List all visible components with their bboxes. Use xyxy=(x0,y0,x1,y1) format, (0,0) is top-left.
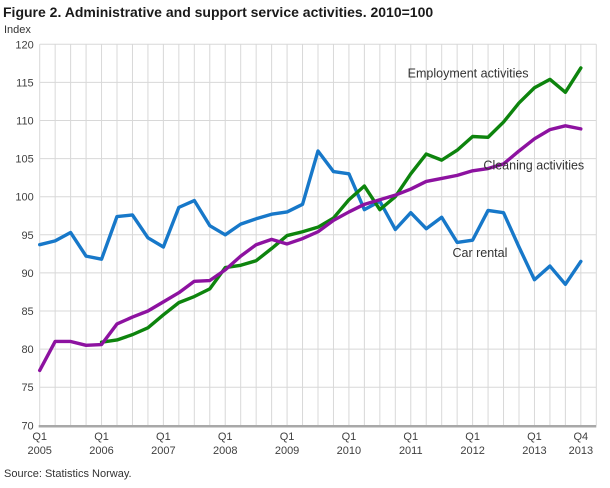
x-axis-tick-label: Q1 2006 xyxy=(89,431,113,457)
y-axis-tick-label: 75 xyxy=(21,382,33,394)
x-axis-tick-label: Q1 2010 xyxy=(337,431,361,457)
x-axis-tick-label: Q4 2013 xyxy=(569,431,593,457)
y-axis-tick-label: 105 xyxy=(15,154,33,166)
x-axis-tick-label: Q1 2012 xyxy=(460,431,484,457)
y-axis-tick-label: 80 xyxy=(21,344,33,356)
series-line-car-rental xyxy=(38,149,583,287)
x-axis-tick-label: Q1 2008 xyxy=(213,431,237,457)
chart-title: Figure 2. Administrative and support ser… xyxy=(3,4,434,20)
source-note: Source: Statistics Norway. xyxy=(4,468,132,480)
series-line-cleaning-activities xyxy=(38,124,583,373)
y-axis-tick-label: 120 xyxy=(15,39,33,51)
x-axis-tick-label: Q1 2013 xyxy=(522,431,546,457)
y-axis-tick-label: 100 xyxy=(15,192,33,204)
y-axis-unit-label: Index xyxy=(4,24,31,36)
series-label-employment-activities: Employment activities xyxy=(408,66,529,80)
y-axis-tick-label: 115 xyxy=(16,77,34,89)
y-axis-tick-label: 85 xyxy=(21,306,33,318)
series-label-car-rental: Car rental xyxy=(453,246,508,260)
y-axis-tick-label: 95 xyxy=(21,230,33,242)
series-label-cleaning-activities: Cleaning activities xyxy=(483,158,584,172)
series-line-employment-activities xyxy=(99,66,583,344)
y-axis-tick-label: 70 xyxy=(21,420,33,432)
x-axis-tick-label: Q1 2009 xyxy=(275,431,299,457)
y-axis-tick-label: 110 xyxy=(16,116,34,128)
x-axis-tick-label: Q1 2007 xyxy=(151,431,175,457)
x-axis-tick-label: Q1 2005 xyxy=(27,431,51,457)
x-axis-tick-label: Q1 2011 xyxy=(399,431,423,457)
y-axis-tick-label: 90 xyxy=(21,268,33,280)
